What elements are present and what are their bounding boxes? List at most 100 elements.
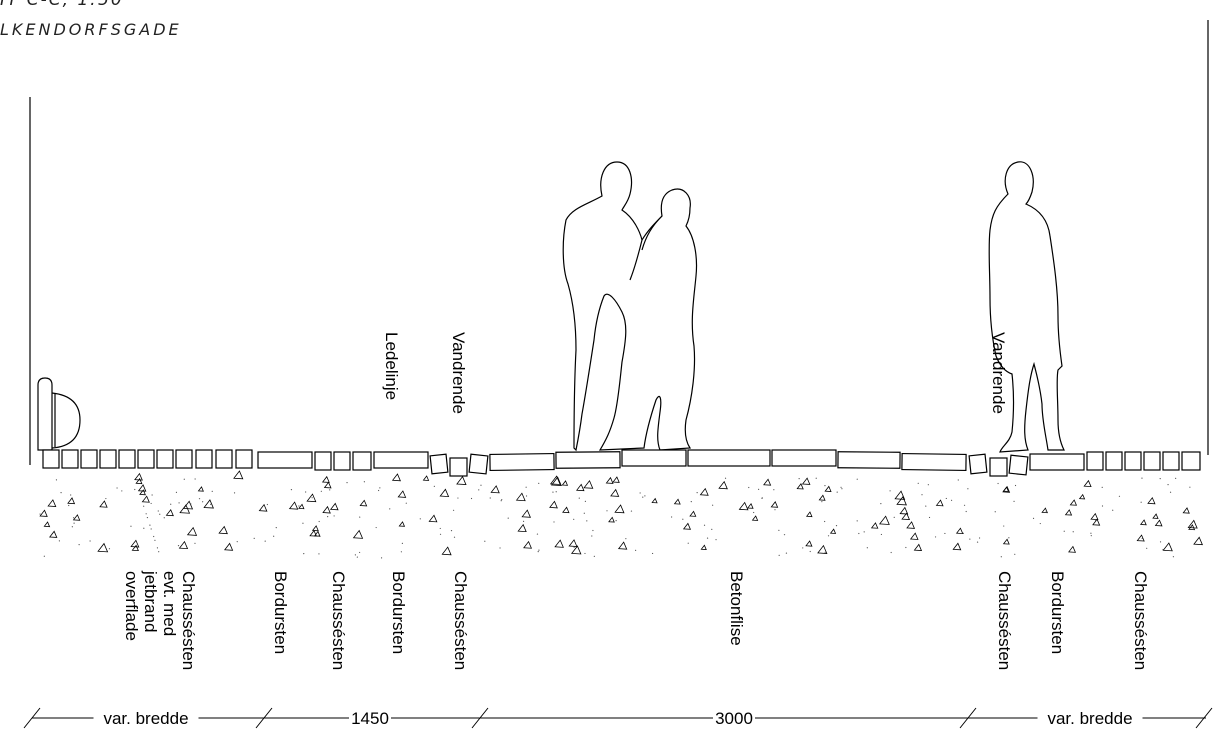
gravel-stone	[1188, 524, 1196, 531]
gravel-stone	[747, 502, 754, 509]
gravel-dot	[824, 520, 826, 523]
gravel-stone	[1002, 538, 1010, 545]
gravel-dot	[978, 537, 981, 539]
gravel-stone	[135, 477, 143, 485]
dimension-line	[23, 707, 1213, 729]
gravel-dot	[748, 486, 750, 489]
gravel-dot	[1141, 537, 1143, 540]
gravel-stone	[605, 476, 614, 484]
gravel-dot	[266, 503, 268, 506]
gravel-dot	[143, 505, 145, 507]
gravel-dot	[405, 502, 407, 504]
gravel-dot	[190, 503, 192, 505]
gravel-stone	[1182, 507, 1190, 514]
gravel-stone	[700, 544, 707, 551]
gravel-stone	[608, 516, 615, 523]
gravel-stone	[165, 508, 174, 517]
gravel-stone	[955, 527, 964, 535]
gravel-dot	[827, 535, 830, 537]
gravel-dot	[963, 504, 966, 506]
material-label: Betonflise	[727, 571, 746, 646]
gravel-dot	[863, 531, 865, 533]
gravel-dot	[470, 497, 473, 500]
gravel-dot	[836, 491, 838, 493]
gravel-dot	[880, 502, 882, 505]
man-silhouette	[988, 161, 1065, 453]
gravel-dot	[375, 526, 377, 529]
gravel-dot	[555, 491, 557, 493]
gravel-stone	[549, 475, 561, 485]
gravel-dot	[198, 498, 201, 500]
gravel-dot	[236, 541, 238, 543]
gravel-dot	[183, 478, 185, 480]
gravel-dot	[965, 510, 967, 513]
gravel-dot	[500, 500, 502, 502]
gravel-dot	[944, 532, 946, 535]
gravel-stone	[203, 499, 215, 509]
gravel-stone	[1041, 507, 1048, 514]
dimension-label-bg	[349, 707, 391, 727]
gravel-dot	[950, 499, 953, 501]
gravel-dot	[682, 518, 684, 520]
gravel-stone	[137, 484, 147, 492]
gravel-dot	[489, 497, 491, 499]
gravel-stone	[1139, 519, 1147, 526]
street-name: LKENDORFSGADE	[0, 20, 182, 39]
gravel-dot	[644, 495, 646, 497]
gravel-stone	[796, 483, 804, 490]
gravel-dot	[525, 486, 527, 488]
gravel-dot	[815, 477, 817, 479]
gravel-dot	[318, 520, 320, 523]
gravel-dot	[178, 502, 180, 504]
gravel-dot	[354, 554, 356, 556]
gravel-dot	[170, 503, 172, 505]
couple-silhouette	[562, 161, 698, 452]
gravel-dot	[439, 533, 442, 535]
gravel-dot	[55, 479, 58, 481]
bollard-icon	[37, 377, 81, 451]
gravel-dot	[1169, 491, 1172, 493]
gravel-dot	[327, 516, 329, 518]
dimension-tick	[255, 707, 273, 729]
gravel-dot	[317, 535, 320, 537]
gravel-stone	[829, 528, 837, 534]
gravel-dot	[593, 555, 595, 557]
gravel-stone	[901, 512, 911, 521]
gravel-stone	[218, 525, 228, 535]
gravel-stone	[1083, 479, 1092, 488]
gravel-dot	[134, 488, 136, 491]
gravel-dot	[1045, 510, 1047, 512]
gravel-dot	[976, 541, 979, 543]
gravel-stone	[99, 500, 108, 508]
material-label: jetbrand	[141, 570, 160, 632]
gravel-dot	[43, 555, 45, 557]
gravel-stone	[490, 485, 500, 494]
gravel-dot	[890, 551, 892, 554]
gravel-dot	[253, 537, 255, 539]
gravel-stone	[72, 514, 81, 521]
gravel-stone	[323, 481, 332, 489]
gravel-stone	[906, 521, 916, 529]
gravel-stone	[718, 480, 728, 490]
gravel-dot	[150, 528, 152, 530]
gravel-dot	[591, 535, 593, 537]
gravel-dot	[73, 522, 75, 524]
dimension-label-bg	[1037, 707, 1143, 727]
gravel-stone	[134, 472, 143, 481]
gravel-dot	[671, 516, 673, 518]
gravel-dot	[536, 533, 539, 535]
gravel-stone	[49, 530, 58, 538]
gravel-dot	[578, 497, 580, 499]
gravel-dot	[1172, 556, 1175, 558]
dimension-labels: var. bredde 1450 3000 var. bredde	[93, 707, 1143, 728]
gravel-stone	[186, 526, 198, 536]
gravel-dot	[153, 535, 155, 538]
gravel-stone	[909, 532, 919, 540]
gravel-stone	[549, 500, 558, 509]
gravel-dot	[158, 551, 160, 553]
gravel-dot	[39, 513, 41, 515]
gravel-dot	[346, 482, 348, 484]
gravel-stone	[935, 499, 944, 507]
gravel-stone	[899, 506, 909, 515]
